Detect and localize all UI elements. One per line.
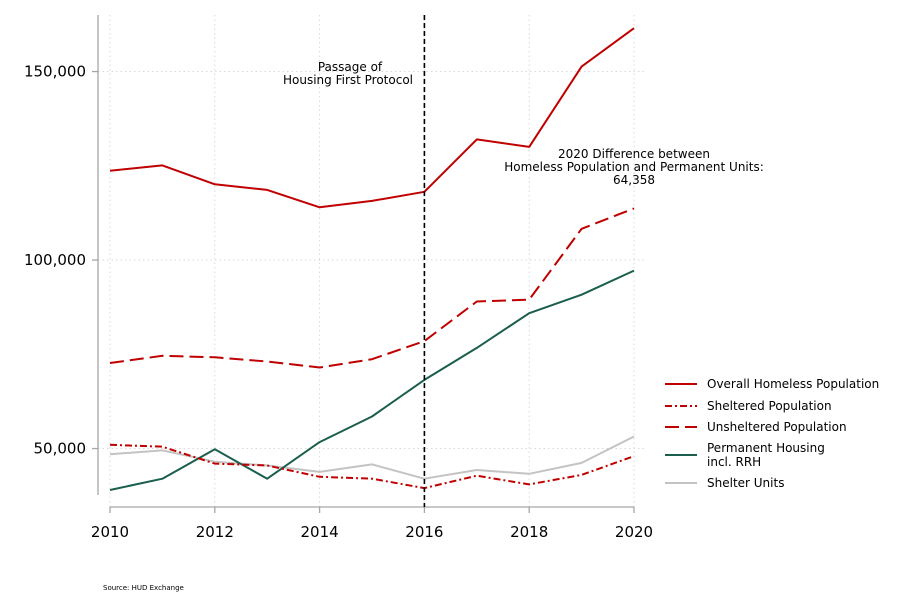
series-line-sheltered <box>109 443 635 490</box>
source-note: Source: HUD Exchange <box>103 584 184 592</box>
annotation-housing-first-line-2: Housing First Protocol <box>283 73 413 87</box>
grid-lines <box>98 15 645 507</box>
series-line-overall-homeless <box>109 27 635 209</box>
annotation-difference-line-1: 2020 Difference between <box>558 147 710 161</box>
y-axis-ticks: 50,000 100,000 150,000 <box>24 63 98 458</box>
x-tick-label-2018: 2018 <box>510 523 548 541</box>
series-line-permanent-housing <box>109 269 635 491</box>
x-axis-ticks: 2010 2012 2014 2016 2018 2020 <box>91 507 653 541</box>
series-line-unsheltered <box>109 207 635 369</box>
x-tick-label-2016: 2016 <box>405 523 443 541</box>
legend-label-sheltered: Sheltered Population <box>707 399 832 413</box>
x-tick-label-2014: 2014 <box>301 523 339 541</box>
y-tick-label-150000: 150,000 <box>24 63 86 81</box>
legend-label-permanent-housing-line-2: incl. RRH <box>707 455 761 469</box>
x-tick-label-2012: 2012 <box>196 523 234 541</box>
legend-label-unsheltered: Unsheltered Population <box>707 420 847 434</box>
annotation-difference-value: 64,358 <box>613 173 655 187</box>
legend-label-overall: Overall Homeless Population <box>707 377 879 391</box>
legend-label-shelter-units: Shelter Units <box>707 476 784 490</box>
y-tick-label-100000: 100,000 <box>24 251 86 269</box>
y-tick-label-50000: 50,000 <box>34 440 87 458</box>
series-lines <box>109 27 635 491</box>
series-line-shelter-units <box>109 435 635 480</box>
x-tick-label-2010: 2010 <box>91 523 129 541</box>
annotation-housing-first-line-1: Passage of <box>318 60 383 74</box>
legend: Overall Homeless Population Sheltered Po… <box>665 377 879 490</box>
annotation-difference-line-2: Homeless Population and Permanent Units: <box>504 160 764 174</box>
legend-label-permanent-housing-line-1: Permanent Housing <box>707 441 825 455</box>
x-tick-label-2020: 2020 <box>615 523 653 541</box>
